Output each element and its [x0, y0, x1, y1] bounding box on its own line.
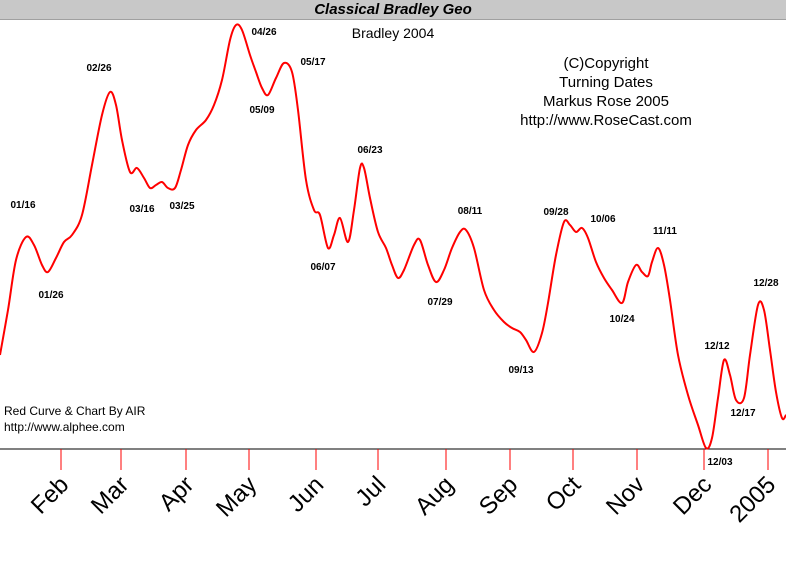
copyright-line: (C)Copyright: [563, 55, 649, 72]
month-label: Feb: [26, 471, 74, 519]
turning-point-label: 06/07: [310, 262, 335, 273]
month-labels: Feb Mar Apr May Jun Jul Aug Sep Oct Nov Dec 2005: [26, 471, 781, 528]
title-bar: Classical Bradley Geo: [0, 0, 786, 20]
turning-point-label: 12/03: [707, 457, 732, 468]
turning-point-labels: 01/16 01/26 02/26 03/16 03/25 04/26 05/09 05/17…: [10, 27, 778, 468]
turning-point-label: 12/28: [753, 278, 778, 289]
turning-point-label: 10/06: [590, 214, 615, 225]
month-label: Jul: [350, 471, 391, 512]
chart-subtitle: Bradley 2004: [352, 25, 435, 41]
month-label: Oct: [541, 471, 587, 517]
turning-point-label: 05/09: [249, 105, 274, 116]
turning-point-label: 12/17: [730, 408, 755, 419]
month-label: Dec: [668, 471, 717, 520]
credit-block: Red Curve & Chart By AIR http://www.alph…: [4, 404, 146, 434]
month-label: Aug: [410, 471, 459, 520]
turning-point-label: 12/12: [704, 341, 729, 352]
turning-point-label: 10/24: [609, 314, 634, 325]
credit-link: http://www.alphee.com: [4, 420, 125, 434]
month-label: May: [211, 471, 262, 522]
turning-point-label: 05/17: [300, 57, 325, 68]
turning-point-label: 07/29: [427, 297, 452, 308]
credit-line: Red Curve & Chart By AIR: [4, 404, 146, 418]
month-label: 2005: [724, 471, 781, 528]
month-label: Nov: [601, 471, 650, 520]
turning-point-label: 09/28: [543, 207, 568, 218]
copyright-link: http://www.RoseCast.com: [520, 112, 692, 129]
turning-point-label: 03/16: [129, 204, 154, 215]
turning-point-label: 08/11: [458, 206, 483, 217]
chart-title: Classical Bradley Geo: [314, 1, 472, 18]
bradley-curve-line: [0, 23, 786, 450]
month-ticks: [60, 449, 769, 470]
turning-point-label: 02/26: [86, 63, 111, 74]
month-label: Apr: [154, 471, 200, 517]
turning-point-label: 01/26: [38, 290, 63, 301]
month-label: Jun: [283, 471, 329, 517]
turning-point-label: 09/13: [508, 365, 533, 376]
turning-point-label: 04/26: [251, 27, 276, 38]
turning-point-label: 11/11: [653, 226, 677, 237]
copyright-block: (C)Copyright Turning Dates Markus Rose 2…: [520, 55, 692, 129]
turning-point-label: 03/25: [169, 201, 194, 212]
month-label: Mar: [86, 471, 134, 519]
copyright-line: Markus Rose 2005: [543, 93, 669, 110]
turning-point-label: 06/23: [357, 145, 382, 156]
copyright-line: Turning Dates: [559, 74, 653, 91]
month-label: Sep: [474, 471, 523, 520]
turning-point-label: 01/16: [10, 200, 35, 211]
